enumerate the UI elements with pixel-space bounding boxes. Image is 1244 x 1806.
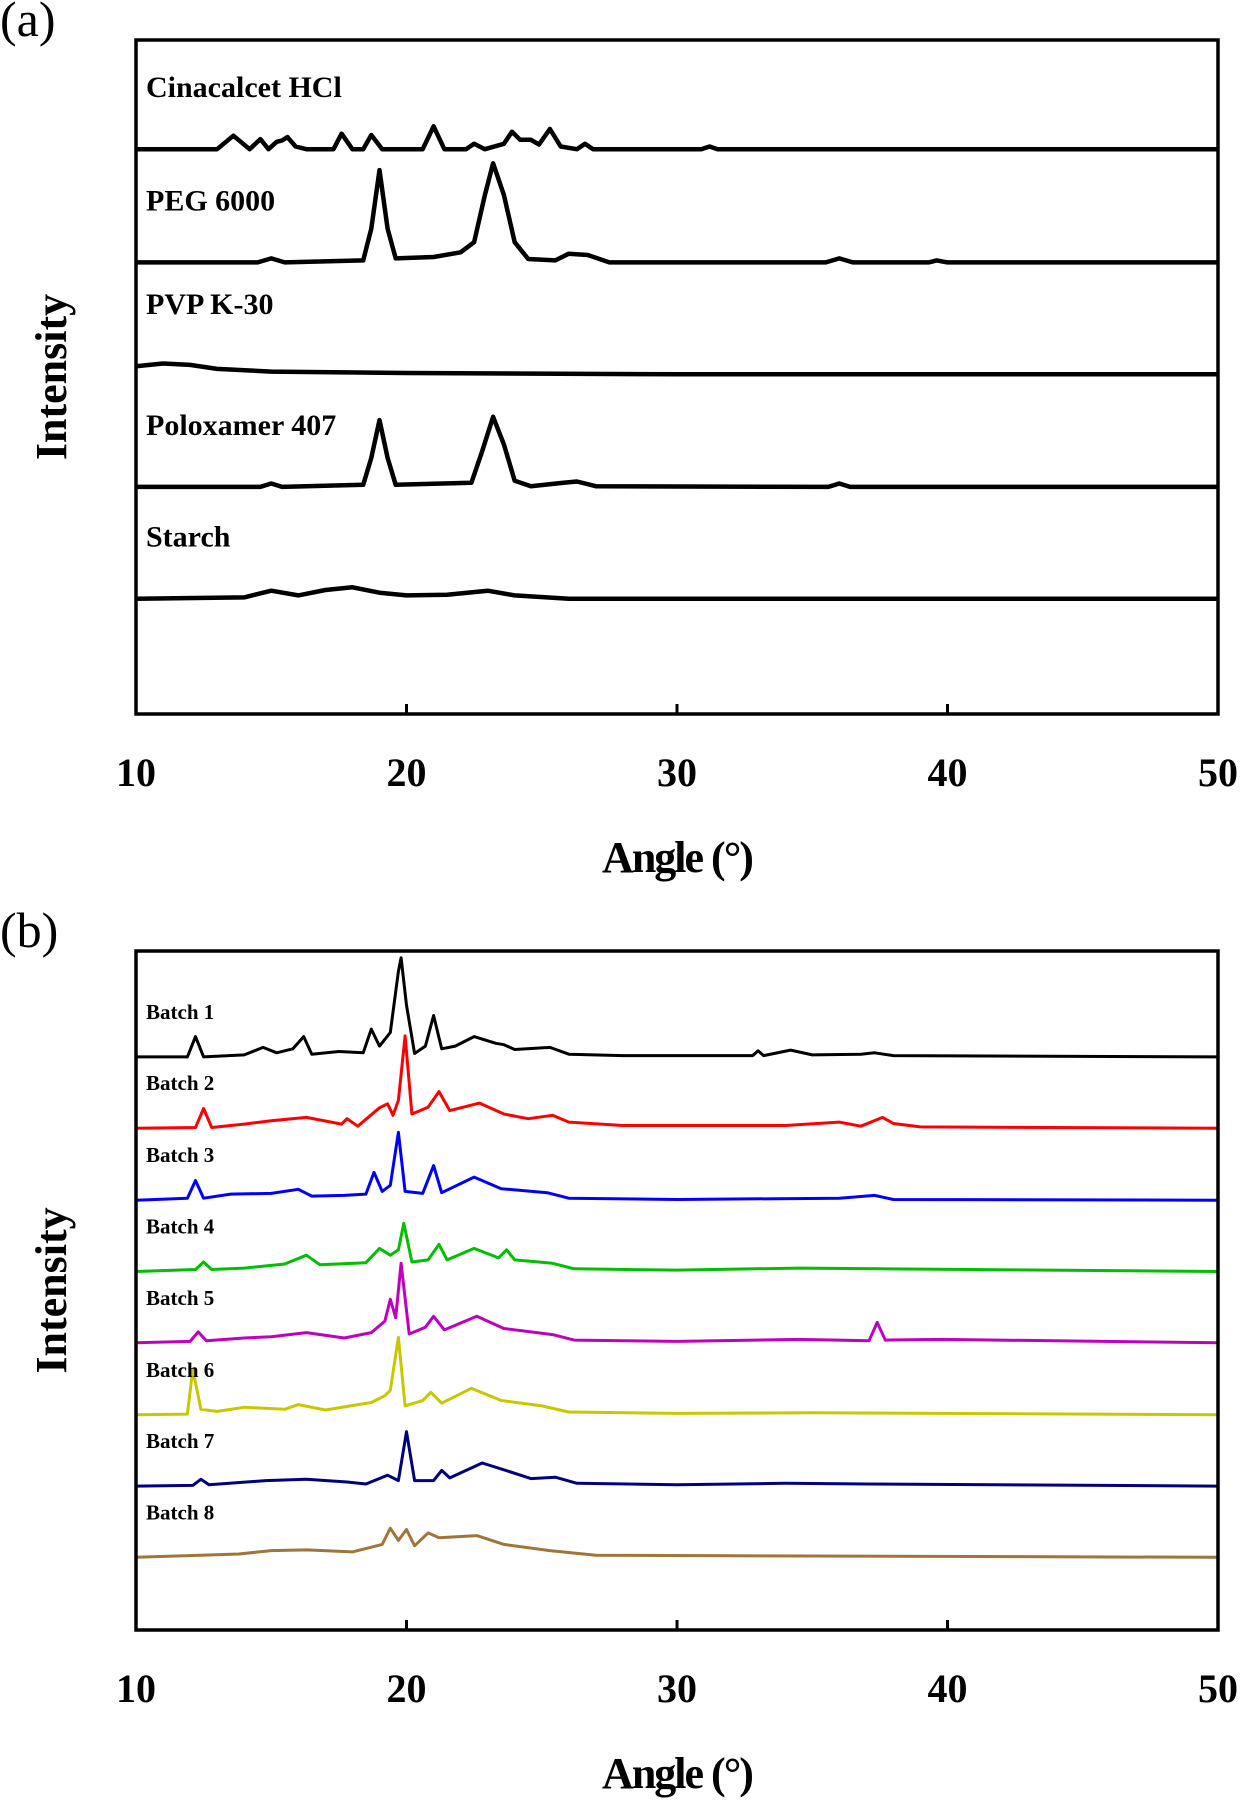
trace: [135, 1130, 1219, 1202]
series-label: Batch 3: [146, 1143, 214, 1167]
series-label: Batch 7: [146, 1429, 214, 1453]
x-tick-label: 50: [1198, 750, 1238, 795]
trace: [136, 124, 1218, 152]
panel-label: (a): [0, 0, 56, 47]
panel-label: (b): [0, 902, 58, 958]
x-tick-label: 20: [387, 750, 427, 795]
series-label: Cinacalcet HCl: [146, 71, 342, 104]
x-tick-label: 10: [116, 1666, 156, 1711]
y-axis-title: Intensity: [27, 294, 76, 460]
series-label: Batch 8: [146, 1500, 214, 1524]
series-label: Batch 4: [146, 1214, 215, 1238]
x-tick-label: 10: [116, 750, 156, 795]
trace: [136, 956, 1219, 1059]
y-axis-title: Intensity: [27, 1207, 76, 1373]
trace: [135, 1430, 1219, 1488]
trace: [135, 585, 1218, 601]
series-label: Batch 6: [146, 1358, 214, 1382]
plot-frame: [134, 38, 1220, 716]
x-tick-label: 20: [387, 1666, 427, 1711]
series-label: Batch 2: [146, 1071, 214, 1095]
x-tick-label: 40: [928, 750, 968, 795]
plot-frame: [134, 949, 1220, 1632]
trace: [135, 1261, 1219, 1345]
x-tick-label: 30: [657, 750, 697, 795]
series-label: PEG 6000: [146, 184, 275, 217]
trace: [135, 1034, 1219, 1130]
x-tick-label: 40: [928, 1666, 968, 1711]
series-label: PVP K-30: [146, 288, 274, 321]
x-tick-label: 50: [1198, 1666, 1238, 1711]
series-label: Batch 5: [146, 1286, 214, 1310]
series-label: Starch: [146, 521, 231, 554]
trace: [135, 1526, 1219, 1559]
trace: [135, 361, 1218, 377]
trace: [135, 1335, 1219, 1417]
x-axis-title: Angle (°): [602, 833, 752, 882]
x-axis-title: Angle (°): [602, 1749, 752, 1798]
trace: [136, 161, 1218, 265]
series-label: Poloxamer 407: [146, 409, 336, 442]
trace: [135, 1221, 1219, 1273]
trace: [136, 414, 1218, 490]
series-label: Batch 1: [146, 1000, 214, 1024]
x-tick-label: 30: [657, 1666, 697, 1711]
